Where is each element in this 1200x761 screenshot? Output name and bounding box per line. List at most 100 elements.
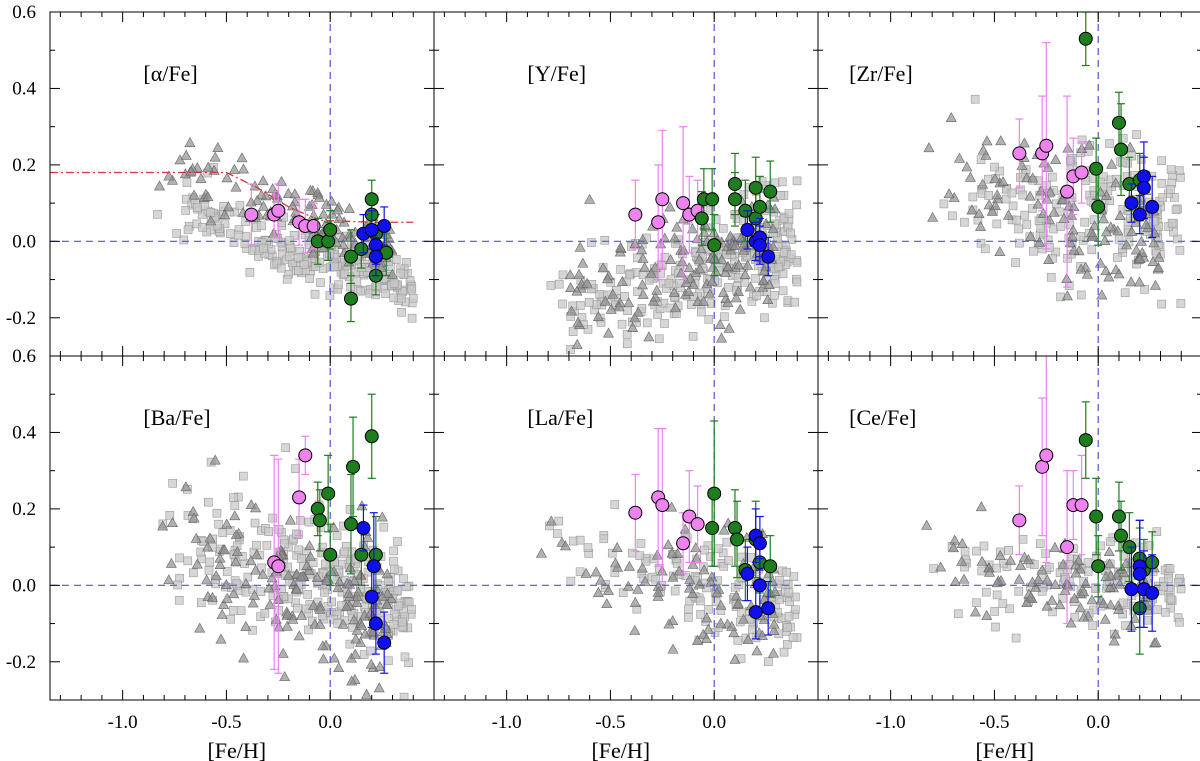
field-giant-marker xyxy=(921,519,933,530)
field-dwarf-marker xyxy=(980,244,990,254)
field-giant-marker xyxy=(344,562,356,573)
field-dwarf-marker xyxy=(345,639,355,649)
field-dwarf-marker xyxy=(587,238,596,247)
field-giant-marker xyxy=(1120,558,1132,568)
field-dwarf-marker xyxy=(1041,549,1050,558)
field-dwarf-marker xyxy=(1166,185,1175,194)
field-dwarf-marker xyxy=(1088,621,1097,630)
field-giant-marker xyxy=(163,574,175,585)
field-dwarf-marker xyxy=(990,162,999,172)
field-giant-marker xyxy=(365,658,377,669)
cluster-point-pink xyxy=(676,196,691,211)
cluster-point-blue xyxy=(761,601,776,616)
field-giant-marker xyxy=(296,609,308,620)
field-dwarf-marker xyxy=(1106,537,1115,546)
field-dwarf-marker xyxy=(616,265,625,274)
field-giant-marker xyxy=(601,598,613,609)
field-giant-marker xyxy=(212,142,224,152)
field-giant-marker xyxy=(1103,546,1115,557)
field-dwarf-marker xyxy=(764,657,773,666)
field-dwarf-marker xyxy=(976,155,986,165)
field-giant-marker xyxy=(228,588,240,599)
field-dwarf-marker xyxy=(607,548,617,558)
field-giant-marker xyxy=(742,259,754,270)
field-giant-marker xyxy=(221,172,233,183)
field-giant-marker xyxy=(662,539,674,549)
field-giant-marker xyxy=(698,295,710,306)
field-dwarf-marker xyxy=(623,306,632,316)
field-giant-marker xyxy=(607,288,619,299)
field-dwarf-marker xyxy=(232,579,242,589)
field-dwarf-marker xyxy=(304,625,313,635)
field-giant-marker xyxy=(664,201,676,212)
field-dwarf-marker xyxy=(1153,605,1162,615)
field-giant-marker xyxy=(1129,612,1141,623)
field-giant-marker xyxy=(304,540,316,551)
field-giant-marker xyxy=(994,549,1006,560)
cluster-point-blue xyxy=(1132,207,1147,222)
field-giant-marker xyxy=(762,294,774,304)
field-giant-marker xyxy=(953,152,965,163)
cluster-point-blue xyxy=(377,635,392,650)
field-dwarf-marker xyxy=(972,546,981,556)
field-dwarf-marker xyxy=(786,228,795,238)
cluster-point-pink xyxy=(1039,138,1054,153)
field-giant-marker xyxy=(572,316,584,327)
field-giant-marker xyxy=(728,627,740,638)
field-dwarf-marker xyxy=(206,208,216,217)
cluster-point-green xyxy=(1091,199,1106,214)
field-giant-marker xyxy=(1097,213,1110,224)
field-dwarf-marker xyxy=(719,562,729,571)
field-dwarf-marker xyxy=(1005,604,1014,614)
field-giant-marker xyxy=(230,556,242,567)
field-giant-marker xyxy=(676,256,688,267)
field-dwarf-marker xyxy=(384,656,393,666)
field-giant-marker xyxy=(264,599,276,609)
cluster-point-green xyxy=(1111,509,1126,524)
field-dwarf-marker xyxy=(407,313,417,323)
field-giant-marker xyxy=(597,262,609,273)
field-dwarf-marker xyxy=(1142,615,1152,625)
cluster-point-green xyxy=(343,517,358,532)
field-dwarf-marker xyxy=(1056,222,1065,231)
field-dwarf-marker xyxy=(204,566,214,575)
field-giant-marker xyxy=(206,591,218,602)
field-giant-marker xyxy=(188,512,200,523)
field-giant-marker xyxy=(927,211,939,222)
cluster-point-blue xyxy=(752,238,767,253)
field-dwarf-marker xyxy=(770,290,779,300)
y-tick-label: 0.0 xyxy=(12,575,36,596)
field-giant-marker xyxy=(282,569,294,580)
field-giant-marker xyxy=(250,502,262,513)
field-giant-marker xyxy=(255,189,267,200)
field-giant-marker xyxy=(303,200,315,211)
cluster-point-green xyxy=(354,547,369,562)
field-dwarf-marker xyxy=(546,281,556,290)
field-dwarf-marker xyxy=(1011,633,1021,643)
field-giant-marker xyxy=(632,583,644,594)
field-giant-marker xyxy=(348,614,360,625)
field-giant-marker xyxy=(1086,594,1098,605)
field-giant-marker xyxy=(565,282,577,292)
field-giant-marker xyxy=(332,582,344,593)
field-giant-marker xyxy=(291,583,303,594)
field-giant-marker xyxy=(317,653,329,664)
field-giant-marker xyxy=(694,263,706,274)
field-dwarf-marker xyxy=(554,516,564,526)
field-dwarf-marker xyxy=(584,298,594,307)
field-dwarf-marker xyxy=(303,590,312,599)
field-dwarf-marker xyxy=(960,217,969,227)
field-dwarf-marker xyxy=(1159,582,1168,592)
field-giant-marker xyxy=(722,296,734,307)
x-tick-label: -0.5 xyxy=(595,712,625,733)
field-giant-marker xyxy=(705,576,717,587)
field-dwarf-marker xyxy=(1076,231,1085,241)
field-giant-marker xyxy=(163,170,175,181)
field-dwarf-marker xyxy=(292,529,301,539)
cluster-point-pink xyxy=(271,559,286,574)
cluster-point-green xyxy=(354,241,369,256)
field-giant-marker xyxy=(301,560,313,570)
field-dwarf-marker xyxy=(792,176,802,186)
field-giant-marker xyxy=(209,151,221,162)
field-giant-marker xyxy=(599,295,611,306)
